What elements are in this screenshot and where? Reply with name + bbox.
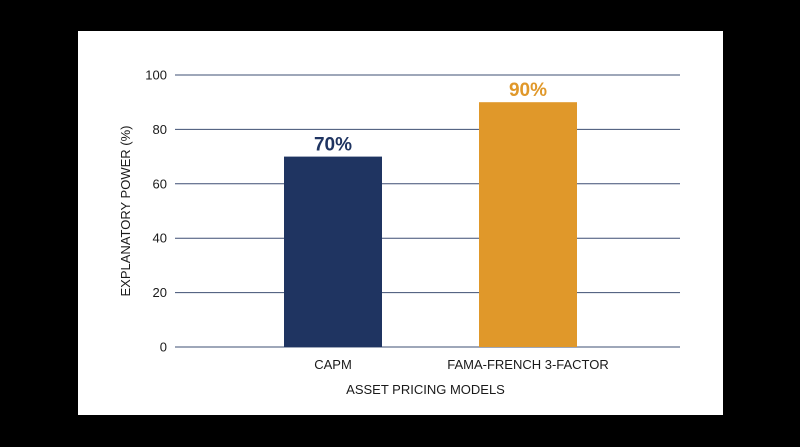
x-tick-label: CAPM — [314, 357, 352, 372]
bar — [479, 102, 577, 347]
y-tick-label: 20 — [153, 285, 167, 300]
bar-chart: 0 20 40 60 80 100 70% 90% CAPM FAMA-FRENCH 3-FA… — [118, 68, 680, 397]
y-tick-label: 100 — [145, 68, 167, 83]
y-tick-label: 60 — [153, 176, 167, 191]
y-tick-labels: 0 20 40 60 80 100 — [145, 68, 167, 355]
y-tick-label: 80 — [153, 122, 167, 137]
bars: 70% 90% — [284, 80, 577, 347]
x-tick-labels: CAPM FAMA-FRENCH 3-FACTOR — [314, 357, 609, 372]
data-label: 70% — [314, 135, 352, 156]
y-axis-title: EXPLANATORY POWER (%) — [118, 126, 133, 297]
chart-panel: 0 20 40 60 80 100 70% 90% CAPM FAMA-FRENCH 3-FA… — [78, 31, 723, 415]
data-label: 90% — [509, 80, 547, 101]
x-axis-title: ASSET PRICING MODELS — [346, 382, 505, 397]
gridlines — [175, 74, 680, 348]
y-tick-label: 40 — [153, 231, 167, 246]
bar — [284, 156, 382, 347]
y-tick-label: 0 — [160, 340, 167, 355]
x-tick-label: FAMA-FRENCH 3-FACTOR — [447, 357, 609, 372]
